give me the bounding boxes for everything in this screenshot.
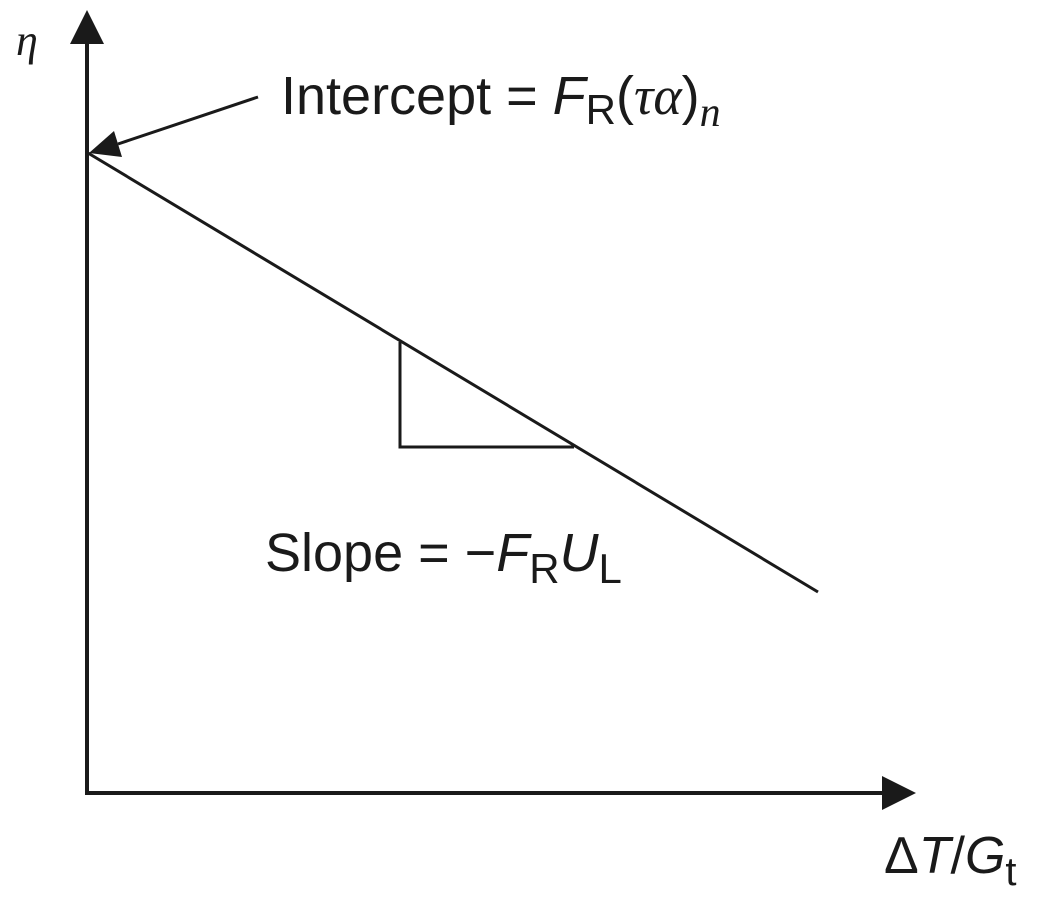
x-axis-label: ΔT/Gt	[884, 827, 1017, 894]
x-label-slash: /	[951, 827, 966, 885]
slope-l-subscript: L	[599, 545, 622, 592]
intercept-f: F	[553, 66, 589, 126]
intercept-paren-close: )	[682, 66, 700, 126]
slope-f: F	[496, 523, 532, 583]
slope-r-subscript: R	[529, 545, 559, 592]
slope-triangle	[398, 342, 574, 449]
slope-label: Slope = −FRUL	[265, 523, 622, 592]
x-label-t-subscript: t	[1005, 850, 1016, 894]
x-label-g: G	[965, 827, 1005, 885]
slope-prefix: Slope = −	[265, 523, 496, 583]
intercept-arrow	[117, 95, 259, 146]
intercept-r-subscript: R	[586, 86, 616, 133]
intercept-prefix: Intercept =	[281, 66, 553, 126]
intercept-arrowhead	[89, 131, 122, 157]
x-axis-arrowhead	[882, 776, 916, 810]
y-axis-label: η	[16, 16, 38, 65]
intercept-paren-open: (	[616, 66, 634, 126]
y-axis-arrowhead	[70, 10, 104, 44]
slope-u: U	[560, 523, 600, 583]
intercept-label: Intercept = FR(τα)n	[281, 66, 721, 136]
efficiency-line	[87, 151, 819, 594]
intercept-n-subscript: n	[700, 90, 721, 136]
x-label-delta: Δ	[884, 827, 919, 885]
x-label-t: T	[919, 827, 954, 885]
intercept-tau-alpha: τα	[634, 66, 683, 126]
